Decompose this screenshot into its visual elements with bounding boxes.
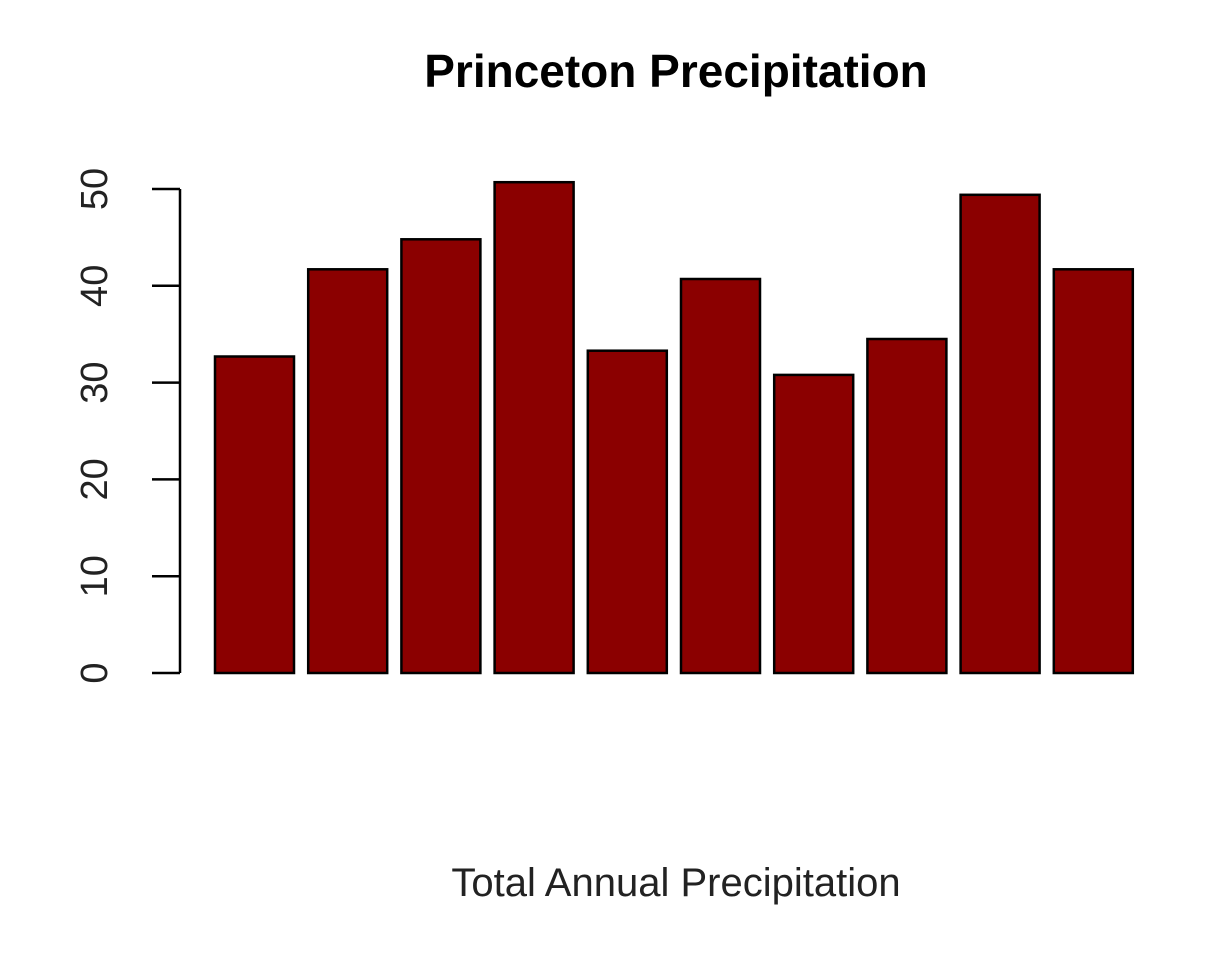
bar xyxy=(679,277,762,675)
y-tick-label: 30 xyxy=(74,361,116,403)
bar xyxy=(866,337,948,675)
y-tick-label: 10 xyxy=(74,555,116,597)
y-tick-label: 40 xyxy=(74,265,116,307)
y-tick-label: 20 xyxy=(74,458,116,500)
bar xyxy=(213,355,296,675)
chart-title: Princeton Precipitation xyxy=(424,45,928,97)
bar xyxy=(493,180,575,675)
bar xyxy=(400,238,482,675)
y-axis: 0 10 20 30 40 50 xyxy=(74,168,182,684)
y-tick-label: 50 xyxy=(74,168,116,210)
bar xyxy=(1052,268,1135,675)
bar-series xyxy=(213,180,1135,675)
y-tick-label: 0 xyxy=(74,662,116,683)
bar xyxy=(586,349,669,675)
bar xyxy=(772,373,855,675)
x-axis-label: Total Annual Precipitation xyxy=(451,861,900,905)
bar xyxy=(959,193,1041,675)
bar xyxy=(306,268,389,675)
